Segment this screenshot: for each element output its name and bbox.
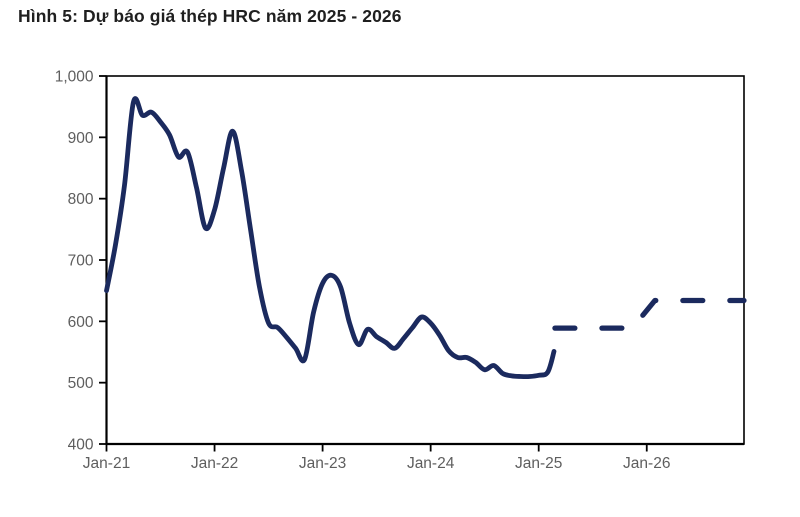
x-tick-label: Jan-25 bbox=[515, 455, 562, 472]
x-tick-label: Jan-21 bbox=[83, 455, 130, 472]
x-tick-label: Jan-23 bbox=[299, 455, 346, 472]
figure-title: Hình 5: Dự báo giá thép HRC năm 2025 - 2… bbox=[18, 6, 402, 26]
x-tick-label: Jan-26 bbox=[623, 455, 670, 472]
x-tick-label: Jan-24 bbox=[407, 455, 455, 472]
y-tick-label: 1,000 bbox=[55, 69, 94, 86]
y-tick-label: 900 bbox=[68, 130, 94, 147]
y-tick-label: 400 bbox=[68, 437, 94, 454]
historical-line bbox=[104, 96, 557, 380]
y-tick-label: 600 bbox=[68, 314, 94, 331]
plot-border bbox=[105, 75, 745, 445]
y-tick-label: 800 bbox=[68, 191, 94, 208]
y-tick-label: 500 bbox=[68, 375, 94, 392]
forecast-line bbox=[552, 297, 747, 331]
y-tick-label: 700 bbox=[68, 253, 94, 270]
x-tick-label: Jan-22 bbox=[191, 455, 238, 472]
